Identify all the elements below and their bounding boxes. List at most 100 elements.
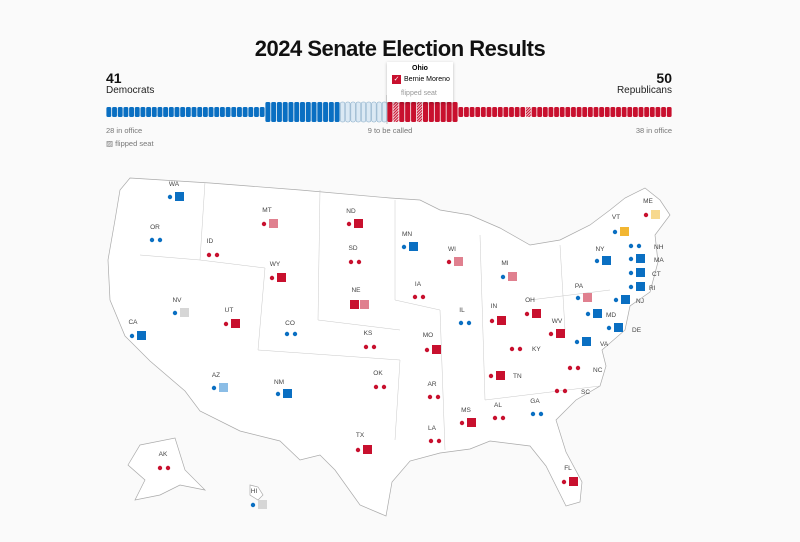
contested-seat-square[interactable] <box>508 272 517 281</box>
rep-seat <box>503 107 509 117</box>
state-label-ia[interactable]: IA <box>415 281 422 288</box>
contested-seat-square[interactable] <box>636 282 645 291</box>
state-label-me[interactable]: ME <box>643 198 653 205</box>
state-label-ne[interactable]: NE <box>351 287 361 294</box>
state-label-nh[interactable]: NH <box>654 244 664 251</box>
contested-seat-square[interactable] <box>593 309 602 318</box>
seat-dot <box>206 252 212 258</box>
state-label-tx[interactable]: TX <box>356 432 365 439</box>
state-label-al[interactable]: AL <box>494 402 502 409</box>
rep-seat <box>486 107 492 117</box>
state-label-ga[interactable]: GA <box>530 398 540 405</box>
contested-seat-square[interactable] <box>283 389 292 398</box>
rep-seat <box>644 107 650 117</box>
state-label-ms[interactable]: MS <box>461 407 471 414</box>
state-label-mn[interactable]: MN <box>402 231 412 238</box>
contested-seat-square[interactable] <box>180 308 189 317</box>
state-label-ok[interactable]: OK <box>373 370 383 377</box>
state-label-or[interactable]: OR <box>150 224 160 231</box>
state-label-mo[interactable]: MO <box>423 332 433 339</box>
contested-seat-square[interactable] <box>454 257 463 266</box>
rep-seat <box>548 107 554 117</box>
contested-seat-square[interactable] <box>556 329 565 338</box>
state-label-ut[interactable]: UT <box>225 307 234 314</box>
state-label-wa[interactable]: WA <box>169 181 180 188</box>
state-label-la[interactable]: LA <box>428 425 437 432</box>
contested-seat-square[interactable] <box>621 295 630 304</box>
state-label-ma[interactable]: MA <box>654 257 664 264</box>
contested-seat-square[interactable] <box>497 316 506 325</box>
state-label-fl[interactable]: FL <box>564 465 572 472</box>
state-label-id[interactable]: ID <box>207 238 214 245</box>
contested-seat-square[interactable] <box>175 192 184 201</box>
contested-seat-square[interactable] <box>496 371 505 380</box>
contested-seat-square[interactable] <box>583 293 592 302</box>
seat-dot <box>371 344 377 350</box>
contested-seat-square[interactable] <box>269 219 278 228</box>
state-label-md[interactable]: MD <box>606 312 616 319</box>
state-label-ca[interactable]: CA <box>128 319 138 326</box>
state-label-mi[interactable]: MI <box>501 260 508 267</box>
contested-seat-square[interactable] <box>614 323 623 332</box>
state-label-ri[interactable]: RI <box>649 285 656 292</box>
contested-seat-square[interactable] <box>350 300 359 309</box>
contested-seat-square[interactable] <box>651 210 660 219</box>
state-label-pa[interactable]: PA <box>575 283 584 290</box>
state-label-ny[interactable]: NY <box>595 246 605 253</box>
state-label-wy[interactable]: WY <box>270 261 281 268</box>
state-label-wi[interactable]: WI <box>448 246 456 253</box>
contested-seat-square[interactable] <box>467 418 476 427</box>
contested-seat-square[interactable] <box>636 254 645 263</box>
contested-seat-square[interactable] <box>602 256 611 265</box>
contested-seat-square[interactable] <box>277 273 286 282</box>
contested-seat-square[interactable] <box>569 477 578 486</box>
contested-seat-square[interactable] <box>258 500 267 509</box>
rep-seat <box>610 107 616 117</box>
state-label-nv[interactable]: NV <box>172 297 182 304</box>
state-label-sc[interactable]: SC <box>581 389 590 396</box>
seat-dot <box>223 321 229 327</box>
contested-seat-square[interactable] <box>231 319 240 328</box>
seat-dot <box>613 297 619 303</box>
state-label-vt[interactable]: VT <box>612 214 620 221</box>
contested-seat-square[interactable] <box>219 383 228 392</box>
state-label-nj[interactable]: NJ <box>636 298 644 305</box>
state-label-de[interactable]: DE <box>632 327 642 334</box>
state-label-ky[interactable]: KY <box>532 346 541 353</box>
state-label-co[interactable]: CO <box>285 320 295 327</box>
contested-seat-square[interactable] <box>409 242 418 251</box>
contested-seat-square[interactable] <box>137 331 146 340</box>
state-label-in[interactable]: IN <box>491 303 498 310</box>
contested-seat-square[interactable] <box>582 337 591 346</box>
contested-seat-square[interactable] <box>363 445 372 454</box>
state-label-ct[interactable]: CT <box>652 271 661 278</box>
dem-seat <box>225 107 231 117</box>
contested-seat-square[interactable] <box>354 219 363 228</box>
rep-seat <box>565 107 571 117</box>
state-label-nm[interactable]: NM <box>274 379 284 386</box>
rep-seat <box>492 107 498 117</box>
state-label-tn[interactable]: TN <box>513 373 522 380</box>
contested-seat-square[interactable] <box>432 345 441 354</box>
seat-dot <box>436 438 442 444</box>
state-label-hi[interactable]: HI <box>251 488 258 495</box>
contested-seat-square[interactable] <box>620 227 629 236</box>
contested-seat-square[interactable] <box>532 309 541 318</box>
state-label-nc[interactable]: NC <box>593 367 603 374</box>
state-label-va[interactable]: VA <box>600 341 609 348</box>
state-label-oh[interactable]: OH <box>525 297 535 304</box>
state-label-sd[interactable]: SD <box>348 245 357 252</box>
seat-dot <box>628 284 634 290</box>
state-label-wv[interactable]: WV <box>552 318 563 325</box>
state-label-mt[interactable]: MT <box>262 207 271 214</box>
state-label-az[interactable]: AZ <box>212 372 220 379</box>
state-label-nd[interactable]: ND <box>346 208 356 215</box>
state-label-ks[interactable]: KS <box>364 330 373 337</box>
rep-seat <box>399 102 405 122</box>
state-label-ar[interactable]: AR <box>427 381 436 388</box>
state-label-il[interactable]: IL <box>459 307 465 314</box>
unc-seat <box>340 101 346 123</box>
contested-seat-square[interactable] <box>636 268 645 277</box>
state-label-ak[interactable]: AK <box>159 451 168 458</box>
contested-seat-square[interactable] <box>360 300 369 309</box>
